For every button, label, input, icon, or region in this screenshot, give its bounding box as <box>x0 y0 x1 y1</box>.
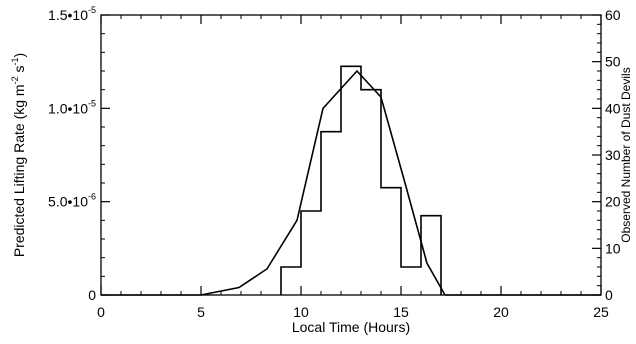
x-tick-label: 20 <box>493 304 509 320</box>
y-left-tick-label: 5.0•10-6 <box>48 192 96 210</box>
dust-devil-count-histogram <box>280 65 442 295</box>
y-right-tick-label: 40 <box>605 100 621 116</box>
y-right-tick-label: 0 <box>605 287 613 303</box>
y-right-tick-label: 10 <box>605 240 621 256</box>
x-tick-label: 15 <box>393 304 409 320</box>
series-group <box>101 65 601 296</box>
y-right-tick-label: 30 <box>605 147 621 163</box>
y-left-tick-label: 0 <box>88 287 96 303</box>
x-axis: 0 5 10 15 20 25 <box>97 15 609 320</box>
y-left-tick-label: 1.5•10-5 <box>48 5 96 23</box>
y-axis-left: 0 5.0•10-6 1.0•10-5 1.5•10-5 <box>48 5 110 303</box>
y-axis-right: 0 10 20 30 40 50 60 <box>592 7 621 303</box>
plot-frame <box>100 14 602 296</box>
x-tick-label: 10 <box>293 304 309 320</box>
x-tick-label: 0 <box>97 304 105 320</box>
y-right-tick-label: 20 <box>605 194 621 210</box>
x-tick-label: 25 <box>593 304 609 320</box>
lifting-rate-line <box>101 69 601 296</box>
y-right-tick-label: 60 <box>605 7 621 23</box>
x-axis-title: Local Time (Hours) <box>292 319 410 335</box>
y-axis-left-title: Predicted Lifting Rate (kg m-2 s-1) <box>10 53 27 257</box>
y-left-tick-label: 1.0•10-5 <box>48 98 96 116</box>
x-tick-label: 5 <box>197 304 205 320</box>
y-axis-right-title: Observed Number of Dust Devils <box>619 67 633 242</box>
y-right-tick-label: 50 <box>605 54 621 70</box>
